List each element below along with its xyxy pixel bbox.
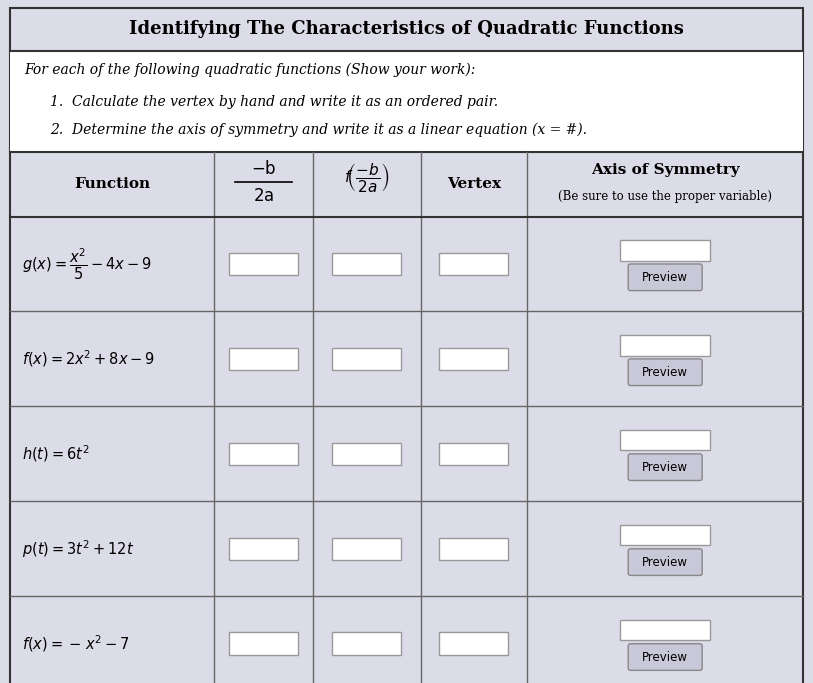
Bar — [620, 335, 710, 356]
Text: Vertex: Vertex — [447, 177, 501, 191]
Text: 2.  Determine the axis of symmetry and write it as a linear equation (x = #).: 2. Determine the axis of symmetry and wr… — [50, 122, 588, 137]
FancyBboxPatch shape — [628, 644, 702, 671]
Bar — [439, 443, 508, 465]
Text: 1.  Calculate the vertex by hand and write it as an ordered pair.: 1. Calculate the vertex by hand and writ… — [50, 95, 498, 109]
Bar — [333, 632, 402, 655]
Text: Preview: Preview — [642, 650, 688, 664]
Bar — [229, 538, 298, 560]
Bar — [333, 538, 402, 560]
FancyBboxPatch shape — [628, 264, 702, 291]
Bar — [10, 51, 803, 152]
Bar — [620, 620, 710, 641]
Text: Function: Function — [74, 177, 150, 191]
Bar — [229, 348, 298, 370]
Text: (Be sure to use the proper variable): (Be sure to use the proper variable) — [559, 190, 772, 203]
Bar — [439, 538, 508, 560]
Text: Preview: Preview — [642, 460, 688, 474]
Text: $p(t) = 3t^2 + 12t$: $p(t) = 3t^2 + 12t$ — [22, 538, 134, 559]
FancyBboxPatch shape — [628, 454, 702, 481]
Bar — [439, 253, 508, 275]
Text: Preview: Preview — [642, 555, 688, 569]
Text: $\mathdefault{2a}$: $\mathdefault{2a}$ — [253, 187, 274, 206]
Text: $f(x) = -\,x^2 - 7$: $f(x) = -\,x^2 - 7$ — [22, 633, 130, 654]
Text: $f\!\left(\dfrac{-b}{2a}\right)$: $f\!\left(\dfrac{-b}{2a}\right)$ — [344, 161, 389, 194]
Bar — [333, 443, 402, 465]
Text: Axis of Symmetry: Axis of Symmetry — [591, 163, 740, 178]
Text: $h(t) = 6t^2$: $h(t) = 6t^2$ — [22, 443, 90, 464]
Text: $\mathdefault{-b}$: $\mathdefault{-b}$ — [251, 160, 276, 178]
Text: For each of the following quadratic functions (Show your work):: For each of the following quadratic func… — [24, 63, 476, 77]
Bar — [439, 632, 508, 655]
Bar — [229, 632, 298, 655]
Text: Preview: Preview — [642, 270, 688, 284]
Bar — [333, 253, 402, 275]
Text: $f(x) = 2x^2 + 8x - 9$: $f(x) = 2x^2 + 8x - 9$ — [22, 348, 155, 370]
Text: Identifying The Characteristics of Quadratic Functions: Identifying The Characteristics of Quadr… — [129, 20, 684, 38]
Bar — [229, 253, 298, 275]
Bar — [620, 430, 710, 451]
FancyBboxPatch shape — [628, 359, 702, 385]
Text: Preview: Preview — [642, 365, 688, 379]
Text: $g(x) = \dfrac{x^2}{5} - 4x - 9$: $g(x) = \dfrac{x^2}{5} - 4x - 9$ — [22, 247, 151, 281]
Bar — [439, 348, 508, 370]
Bar — [333, 348, 402, 370]
FancyBboxPatch shape — [628, 549, 702, 576]
Bar — [620, 240, 710, 261]
Bar — [229, 443, 298, 465]
Bar — [620, 525, 710, 546]
